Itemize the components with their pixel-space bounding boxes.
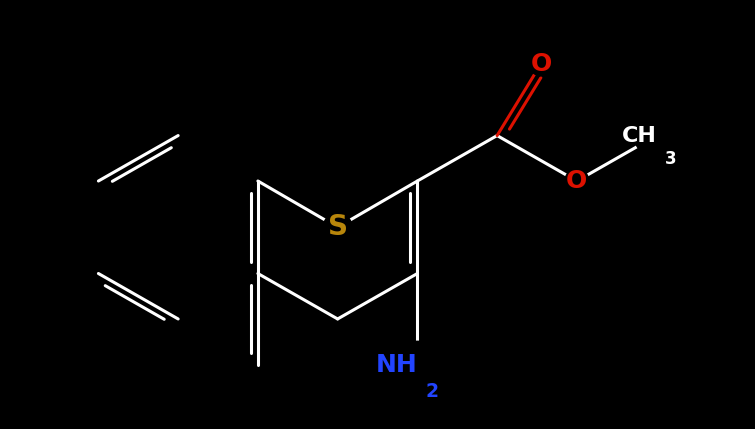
Text: CH: CH	[621, 126, 657, 145]
Circle shape	[634, 113, 679, 158]
Circle shape	[323, 213, 352, 242]
Text: NH: NH	[376, 353, 418, 377]
Text: 3: 3	[664, 150, 676, 167]
Text: 2: 2	[426, 381, 439, 401]
Circle shape	[393, 341, 441, 389]
Text: O: O	[566, 169, 587, 193]
Circle shape	[529, 52, 553, 76]
Text: O: O	[530, 52, 552, 76]
Circle shape	[565, 169, 589, 193]
Text: S: S	[328, 213, 347, 241]
